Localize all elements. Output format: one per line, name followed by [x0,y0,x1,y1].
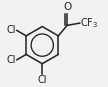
Text: Cl: Cl [7,25,16,35]
Text: O: O [63,2,71,12]
Text: Cl: Cl [37,75,47,85]
Text: CF$_3$: CF$_3$ [80,16,98,30]
Text: Cl: Cl [7,55,16,65]
